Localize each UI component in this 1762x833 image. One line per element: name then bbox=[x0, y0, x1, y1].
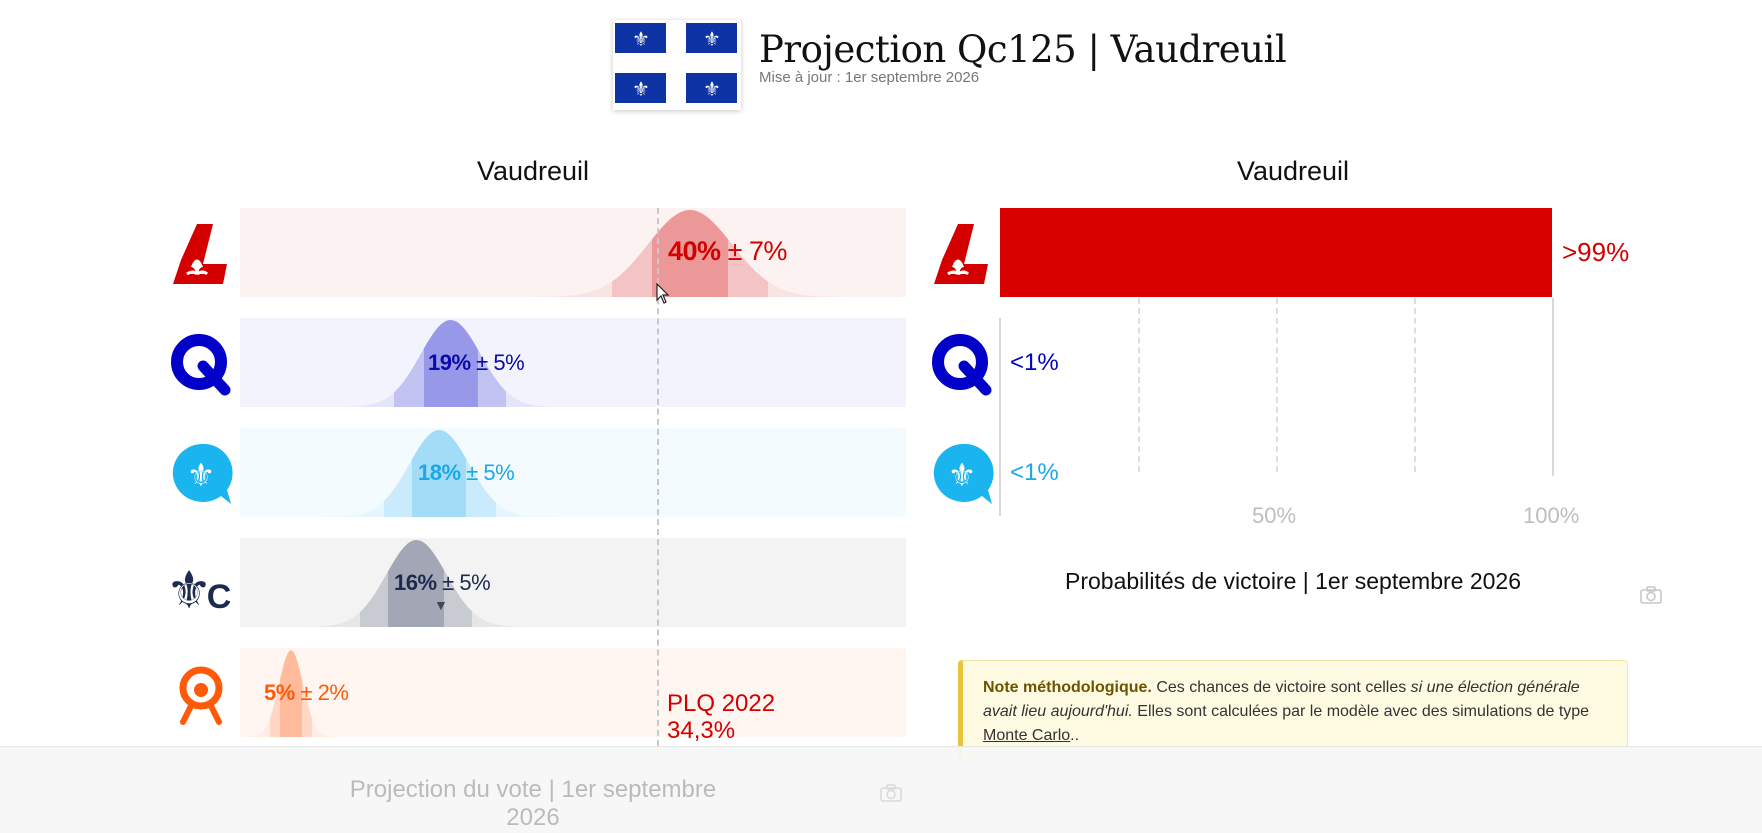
core-band bbox=[412, 430, 466, 517]
caq-logo-icon bbox=[928, 330, 996, 398]
grid-line-25 bbox=[1138, 298, 1140, 472]
reference-party: PLQ 2022 bbox=[667, 690, 776, 717]
prob-footer-title: Probabilités de victoire | 1er septembre… bbox=[1064, 568, 1521, 594]
svg-text:C: C bbox=[207, 578, 232, 616]
distribution-curve bbox=[240, 320, 906, 407]
reference-label: PLQ 2022 34,3% bbox=[667, 690, 775, 744]
mouse-cursor-icon bbox=[656, 282, 670, 310]
core-band bbox=[280, 650, 302, 737]
margin-band bbox=[612, 210, 768, 297]
lane-background bbox=[240, 208, 906, 297]
page-title: Projection Qc125 | Vaudreuil bbox=[759, 28, 1287, 71]
note-text-1: Ces chances de victoire sont celles bbox=[1151, 679, 1411, 696]
prob-label-pq: <1% bbox=[1010, 459, 1059, 486]
pq-logo-icon: ⚜ bbox=[928, 440, 996, 508]
note-heading: Note méthodologique. bbox=[983, 679, 1152, 696]
camera-icon[interactable] bbox=[880, 784, 902, 808]
quebec-flag-icon: ⚜ ⚜ ⚜ ⚜ bbox=[613, 20, 741, 110]
grid-line-50 bbox=[1276, 298, 1278, 472]
vote-margin: ± 2% bbox=[300, 680, 349, 705]
margin-band bbox=[394, 320, 506, 407]
lane-background bbox=[240, 428, 906, 517]
vote-value: 18% bbox=[418, 460, 461, 485]
vote-lane-plq bbox=[240, 208, 906, 297]
core-band bbox=[652, 210, 728, 297]
vote-label-pq: 18% ± 5% bbox=[418, 460, 515, 486]
plq-logo-icon bbox=[167, 220, 235, 288]
axis-line-100 bbox=[1552, 298, 1554, 476]
vote-value: 5% bbox=[264, 680, 295, 705]
trend-down-icon: ▼ bbox=[434, 597, 448, 613]
reference-line bbox=[657, 208, 659, 756]
x-tick-100: 100% bbox=[1523, 503, 1580, 528]
methodology-note: Note méthodologique. Ces chances de vict… bbox=[958, 660, 1628, 760]
vote-lane-pcq bbox=[240, 538, 906, 627]
vote-margin: ± 5% bbox=[476, 350, 525, 375]
distribution-curve bbox=[240, 540, 906, 627]
margin-band bbox=[270, 650, 312, 737]
update-date: Mise à jour : 1er septembre 2026 bbox=[759, 69, 980, 86]
reference-value: 34,3% bbox=[667, 717, 736, 744]
vote-label-caq: 19% ± 5% bbox=[428, 350, 525, 376]
vote-margin: ± 5% bbox=[442, 570, 491, 595]
x-tick-50: 50% bbox=[1252, 503, 1297, 528]
svg-text:⚜: ⚜ bbox=[703, 77, 721, 101]
camera-icon[interactable] bbox=[1640, 586, 1662, 610]
caq-logo-icon bbox=[167, 330, 235, 398]
grid-line-75 bbox=[1414, 298, 1416, 472]
lane-background bbox=[240, 538, 906, 627]
prob-label-plq: >99% bbox=[1562, 237, 1630, 267]
note-text-3: .. bbox=[1070, 727, 1080, 744]
vote-lane-caq bbox=[240, 318, 906, 407]
prob-axis bbox=[999, 318, 1001, 516]
svg-text:⚜: ⚜ bbox=[632, 77, 650, 101]
vote-margin: ± 7% bbox=[727, 236, 788, 266]
vote-value: 40% bbox=[668, 236, 721, 266]
plq-logo-icon bbox=[928, 220, 996, 288]
svg-text:⚜: ⚜ bbox=[167, 561, 212, 618]
core-band bbox=[424, 320, 478, 407]
vote-chart-title: Vaudreuil bbox=[476, 156, 590, 186]
vote-margin: ± 5% bbox=[466, 460, 515, 485]
lane-background bbox=[240, 318, 906, 407]
svg-text:⚜: ⚜ bbox=[703, 27, 721, 51]
vote-label-qs: 5% ± 2% bbox=[264, 680, 349, 706]
prob-chart-title: Vaudreuil bbox=[1236, 156, 1350, 186]
lane-background bbox=[240, 648, 906, 737]
pcq-logo-icon: ⚜ C bbox=[166, 550, 235, 621]
margin-band bbox=[360, 540, 472, 627]
vote-label-pcq: 16% ± 5% bbox=[394, 570, 491, 596]
monte-carlo-link[interactable]: Monte Carlo bbox=[983, 727, 1071, 744]
qs-logo-icon bbox=[167, 660, 235, 728]
margin-band bbox=[384, 430, 496, 517]
vote-lane-pq bbox=[240, 428, 906, 517]
distribution-curve bbox=[240, 650, 906, 737]
vote-label-plq: 40% ± 7% bbox=[668, 236, 787, 267]
vote-lane-qs bbox=[240, 648, 906, 737]
svg-text:⚜: ⚜ bbox=[187, 456, 216, 494]
pq-logo-icon: ⚜ bbox=[167, 440, 235, 508]
prob-bar-plq bbox=[1000, 208, 1552, 297]
distribution-curve bbox=[240, 210, 906, 297]
svg-text:⚜: ⚜ bbox=[948, 456, 977, 494]
prob-label-caq: <1% bbox=[1010, 349, 1059, 376]
vote-value: 16% bbox=[394, 570, 437, 595]
distribution-curve bbox=[240, 430, 906, 517]
page-header: ⚜ ⚜ ⚜ ⚜ Projection Qc125 | Vaudreuil Mis… bbox=[613, 20, 1287, 110]
note-italic: si une élection générale avait lieu aujo… bbox=[983, 679, 1580, 720]
svg-text:⚜: ⚜ bbox=[632, 27, 650, 51]
core-band bbox=[388, 540, 444, 627]
vote-footer-title: Projection du vote | 1er septembre 2026 bbox=[349, 776, 717, 831]
vote-value: 19% bbox=[428, 350, 471, 375]
note-text-2: Elles sont calculées par le modèle avec … bbox=[1132, 703, 1590, 720]
